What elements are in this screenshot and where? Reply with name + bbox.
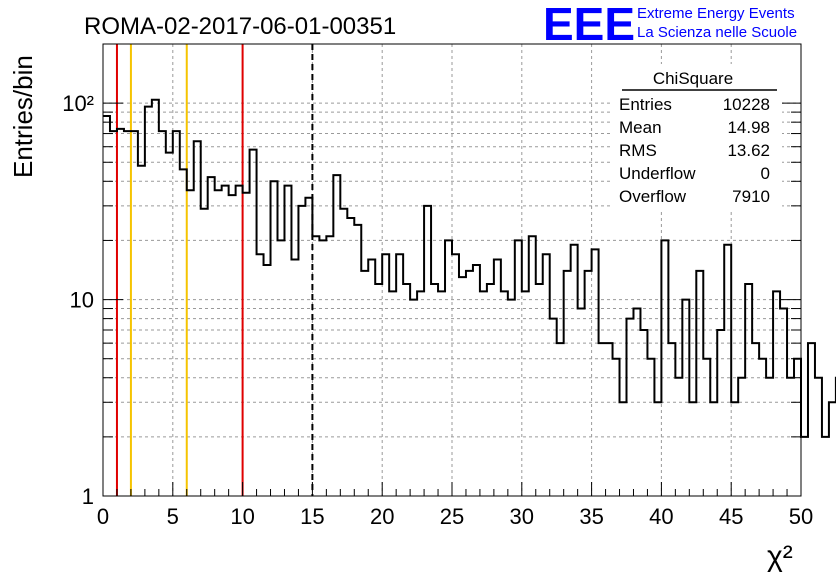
chart-title: ROMA-02-2017-06-01-00351	[84, 13, 396, 40]
x-tick-label: 50	[789, 504, 813, 529]
eee-logo: EEE Extreme Energy Events La Scienza nel…	[543, 0, 797, 50]
y-axis-title: Entries/bin	[8, 55, 38, 178]
logo-line2: La Scienza nelle Scuole	[637, 24, 797, 41]
stats-row-label: Overflow	[619, 187, 687, 206]
stats-row-value: 10228	[723, 95, 770, 114]
stats-box: ChiSquare Entries 10228 Mean 14.98 RMS 13.62 U…	[612, 64, 782, 212]
x-tick-label: 35	[579, 504, 603, 529]
x-tick-label: 30	[510, 504, 534, 529]
x-tick-label: 40	[649, 504, 673, 529]
y-tick-label: 10²	[62, 91, 94, 116]
stats-rows: Entries 10228 Mean 14.98 RMS 13.62 Underflow 0 O…	[619, 95, 770, 206]
stats-row-value: 13.62	[727, 141, 770, 160]
stats-title: ChiSquare	[653, 69, 733, 88]
x-tick-labels: 0 5 10 15 20 25 30 35 40 45 50	[97, 504, 813, 529]
x-tick-label: 5	[167, 504, 179, 529]
stats-row-value: 7910	[732, 187, 770, 206]
x-tick-label: 0	[97, 504, 109, 529]
stats-box-background	[612, 64, 782, 212]
stats-row-value: 0	[761, 164, 770, 183]
stats-row-value: 14.98	[727, 118, 770, 137]
x-tick-label: 25	[440, 504, 464, 529]
axis-ticks	[102, 43, 802, 497]
stats-row-label: Underflow	[619, 164, 696, 183]
y-tick-labels: 1 10 10²	[62, 91, 94, 509]
y-tick-label: 1	[82, 484, 94, 509]
x-tick-label: 10	[230, 504, 254, 529]
x-tick-label: 45	[719, 504, 743, 529]
x-tick-label: 15	[300, 504, 324, 529]
threshold-lines	[115, 44, 314, 496]
y-tick-label: 10	[70, 288, 94, 313]
histogram-series	[103, 98, 836, 438]
stats-row-label: RMS	[619, 141, 657, 160]
x-tick-label: 20	[370, 504, 394, 529]
x-axis-title: χ²	[767, 540, 793, 572]
stats-row-label: Mean	[619, 118, 662, 137]
logo-line1: Extreme Energy Events	[637, 5, 795, 22]
logo-text: EEE	[543, 0, 635, 50]
stats-row-label: Entries	[619, 95, 672, 114]
